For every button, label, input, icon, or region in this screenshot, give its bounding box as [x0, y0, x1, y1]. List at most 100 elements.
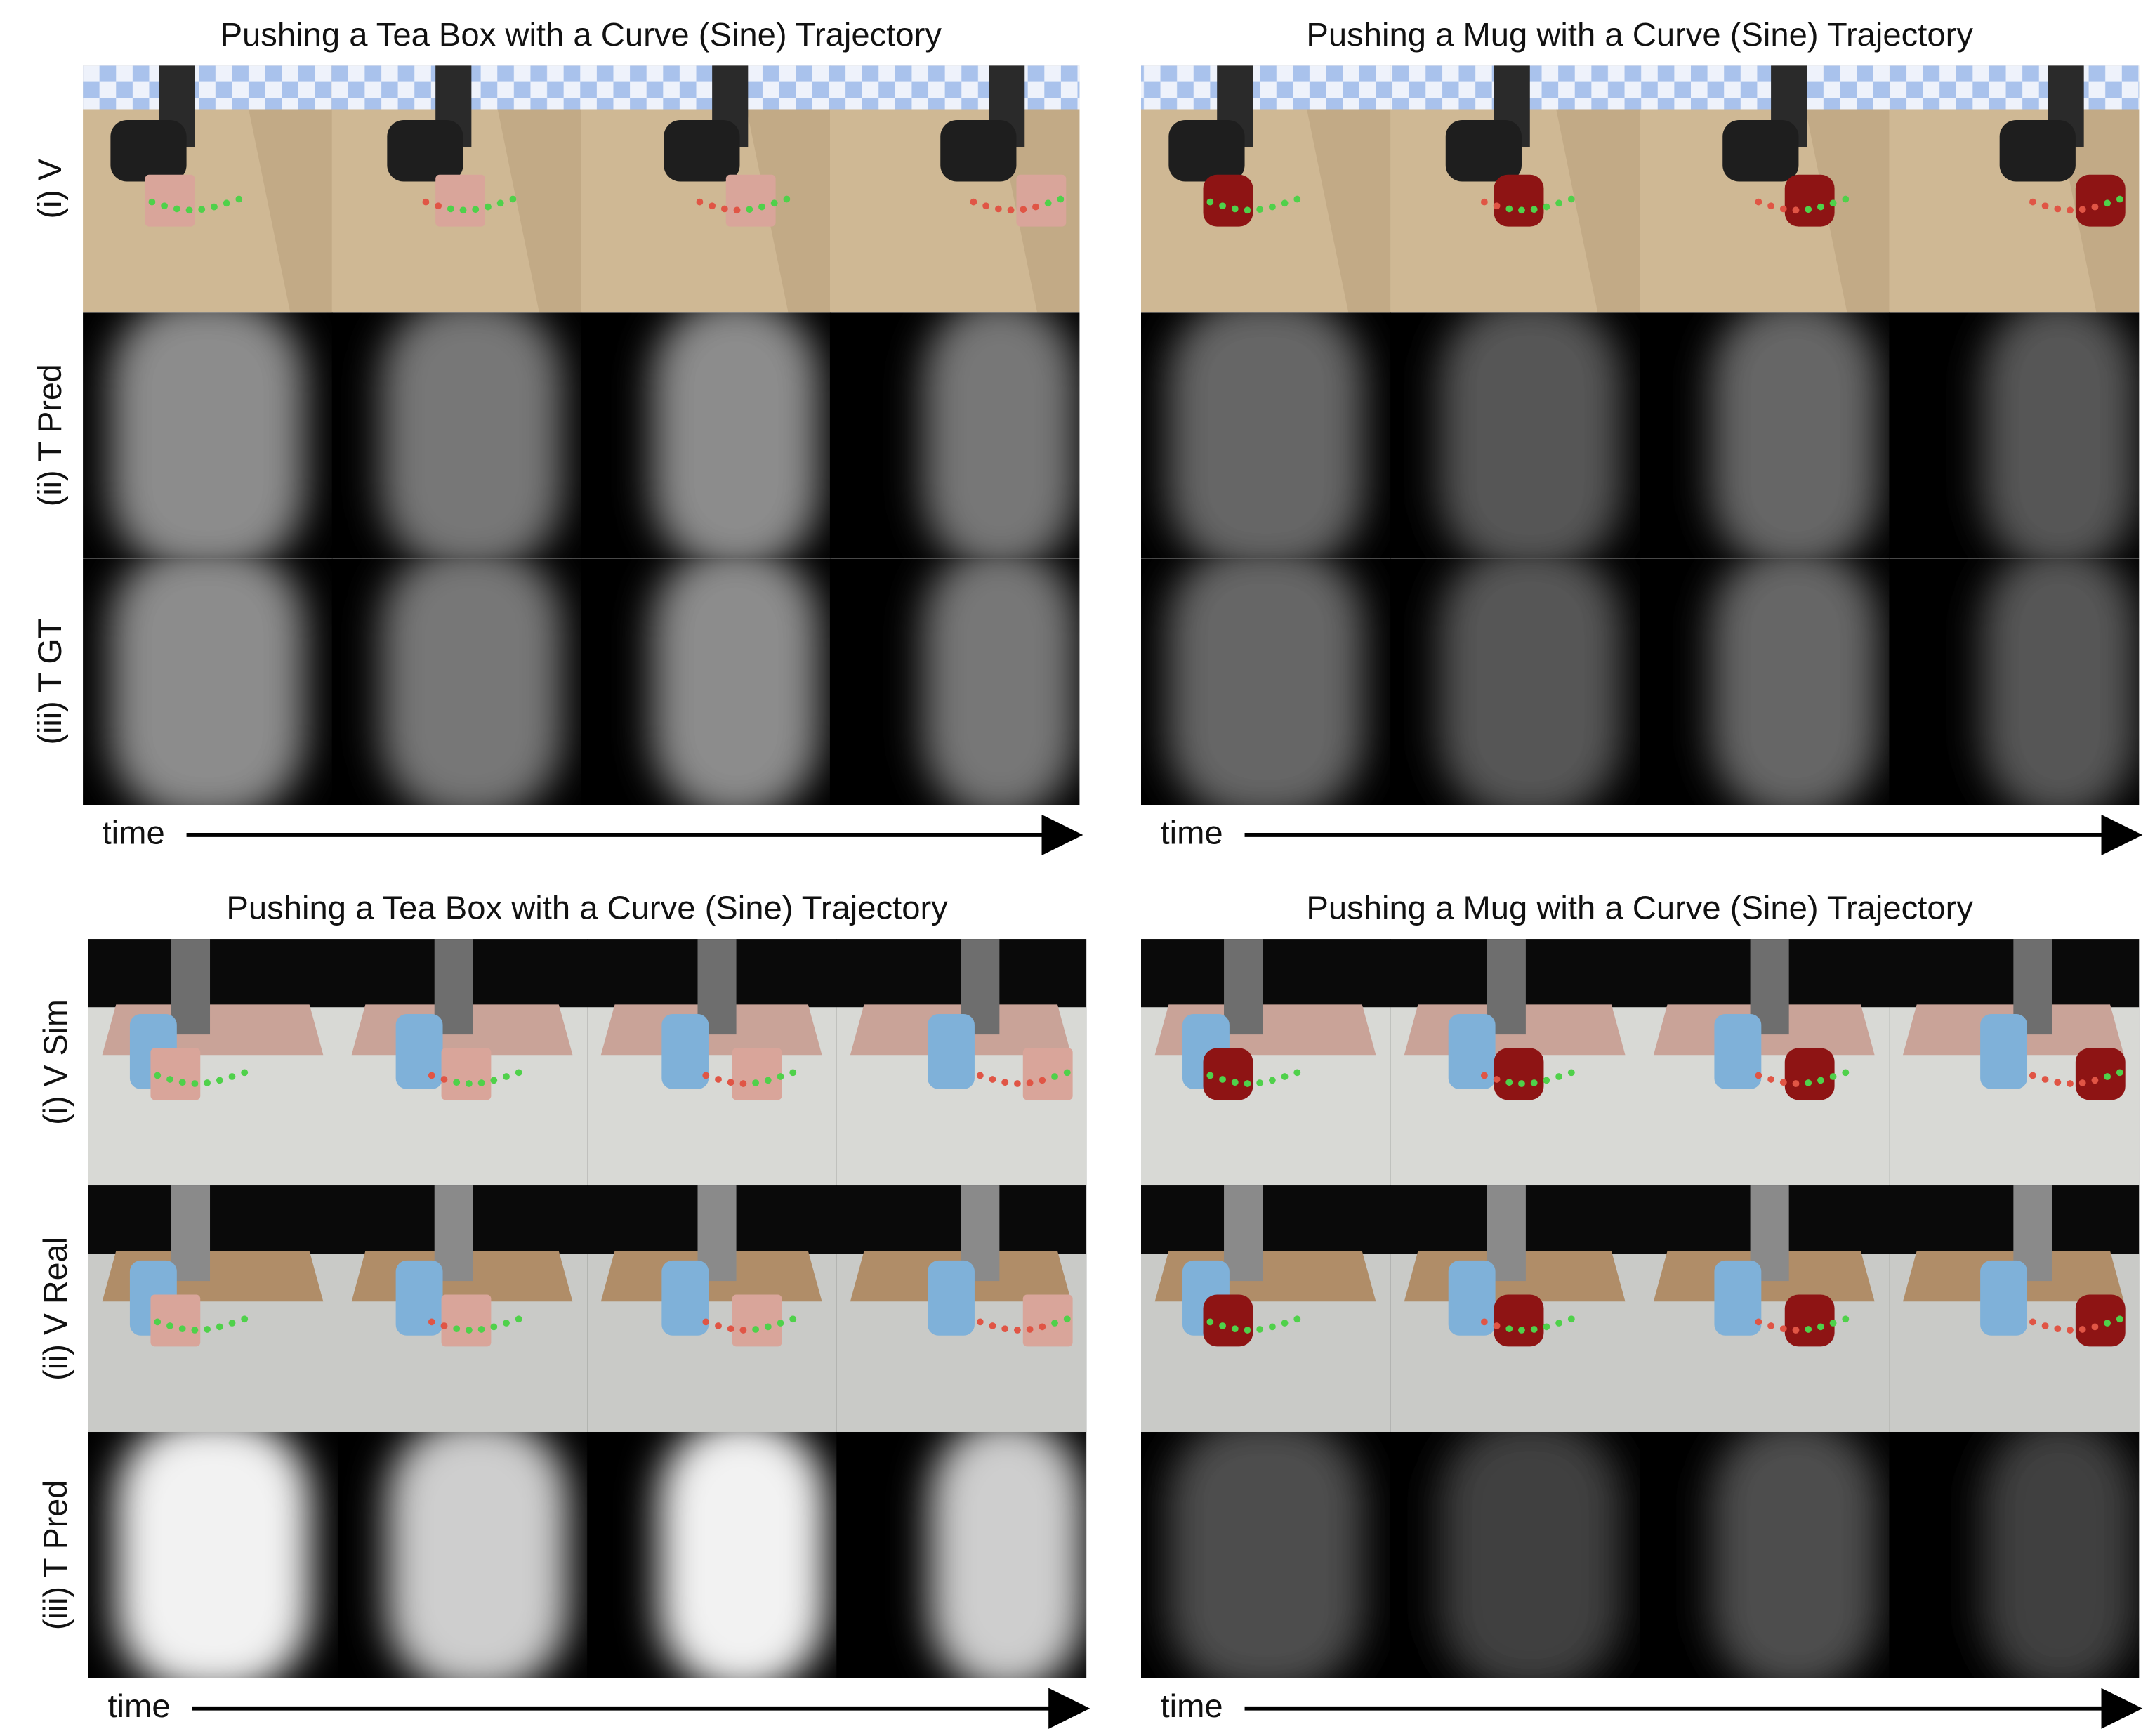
row-label: (ii) V Real	[37, 1237, 74, 1381]
trajectory-dot	[1793, 1080, 1800, 1087]
trajectory-dot	[1531, 206, 1538, 213]
trajectory-dot	[1842, 196, 1849, 203]
heat-blob	[924, 545, 1077, 819]
heat-blob	[381, 545, 562, 819]
trajectory-dot	[2079, 1079, 2086, 1086]
frame	[587, 939, 837, 1185]
trajectory-dot	[977, 1319, 984, 1326]
trajectory-dot	[777, 1320, 784, 1327]
frame	[830, 545, 1080, 819]
frame	[1640, 545, 1890, 819]
trajectory-dot	[1256, 1326, 1263, 1333]
object	[442, 1295, 492, 1347]
row-label: (iii) T GT	[32, 619, 68, 745]
frame	[1889, 939, 2139, 1185]
object	[1494, 175, 1544, 227]
trajectory-dot	[204, 1079, 211, 1086]
heat-blob	[1168, 1419, 1363, 1692]
trajectory-dot	[478, 1079, 485, 1086]
trajectory-dot	[1064, 1069, 1071, 1076]
heat-blob	[924, 298, 1077, 572]
robot-arm	[1224, 1185, 1263, 1281]
object	[732, 1295, 782, 1347]
trajectory-dot	[1206, 1072, 1213, 1079]
frame	[338, 1185, 588, 1432]
frame	[88, 1419, 338, 1692]
robot-arm	[1980, 1014, 2027, 1089]
frame	[332, 298, 582, 572]
heat-blob	[1440, 545, 1621, 819]
trajectory-dot	[1494, 1322, 1501, 1329]
row-label: (ii) T Pred	[32, 364, 68, 506]
heat-blob	[1711, 1419, 1878, 1692]
trajectory-dot	[509, 196, 516, 203]
trajectory-dot	[2104, 199, 2111, 206]
trajectory-dot	[1555, 199, 1562, 206]
trajectory-dot	[697, 199, 704, 206]
trajectory-dot	[2042, 1322, 2049, 1329]
frame	[83, 298, 333, 572]
trajectory-dot	[715, 1076, 722, 1083]
trajectory-dot	[1293, 1069, 1300, 1076]
heat-blob	[1711, 545, 1878, 819]
trajectory-dot	[235, 196, 242, 203]
trajectory-dot	[2116, 1069, 2123, 1076]
trajectory-dot	[198, 206, 205, 213]
panel-title: Pushing a Mug with a Curve (Sine) Trajec…	[1306, 16, 1973, 53]
trajectory-dot	[2092, 204, 2099, 211]
heat-blob	[659, 1419, 826, 1692]
trajectory-dot	[2067, 206, 2074, 213]
trajectory-dot	[216, 1077, 223, 1084]
frame	[1640, 1185, 1890, 1432]
heat-blob	[1983, 298, 2136, 572]
robot-arm	[661, 1014, 709, 1089]
heat-blob	[1983, 1419, 2136, 1692]
trajectory-dot	[515, 1315, 522, 1322]
trajectory-dot	[1543, 1077, 1550, 1084]
trajectory-dot	[1481, 199, 1488, 206]
trajectory-dot	[1830, 1073, 1837, 1080]
frame	[1889, 65, 2139, 312]
trajectory-dot	[709, 202, 716, 209]
trajectory-dot	[435, 202, 442, 209]
trajectory-dot	[166, 1322, 173, 1329]
frame	[1640, 939, 1890, 1185]
frame	[1390, 298, 1640, 572]
trajectory-dot	[2029, 1319, 2036, 1326]
trajectory-dot	[789, 1069, 796, 1076]
heat-blob	[1983, 545, 2136, 819]
trajectory-dot	[1281, 1073, 1289, 1080]
trajectory-dot	[2092, 1323, 2099, 1330]
trajectory-dot	[715, 1322, 722, 1329]
frame	[1390, 65, 1640, 312]
trajectory-dot	[1793, 206, 1800, 213]
trajectory-dot	[1269, 1077, 1276, 1084]
trajectory-dot	[1051, 1073, 1058, 1080]
trajectory-dot	[1232, 1325, 1239, 1332]
time-label: time	[103, 815, 165, 851]
trajectory-dot	[765, 1077, 772, 1084]
trajectory-dot	[1051, 1320, 1058, 1327]
trajectory-dot	[1793, 1327, 1800, 1334]
row-label: (i) V	[32, 158, 68, 218]
frame	[830, 298, 1080, 572]
trajectory-dot	[1232, 206, 1239, 213]
trajectory-dot	[702, 1319, 709, 1326]
trajectory-dot	[478, 1326, 485, 1333]
trajectory-dot	[758, 204, 765, 211]
heat-blob	[930, 1419, 1083, 1692]
trajectory-dot	[1505, 206, 1513, 213]
trajectory-dot	[179, 1079, 186, 1086]
frame	[1390, 939, 1640, 1185]
trajectory-dot	[179, 1325, 186, 1332]
frame	[836, 1419, 1086, 1692]
frame	[1141, 545, 1391, 819]
trajectory-dot	[154, 1319, 161, 1326]
trajectory-dot	[466, 1080, 473, 1087]
frame	[1141, 1419, 1391, 1692]
trajectory-dot	[989, 1076, 996, 1083]
trajectory-dot	[1805, 1079, 1812, 1086]
trajectory-dot	[1281, 199, 1289, 206]
robot-arm	[2000, 120, 2076, 181]
panel: Pushing a Mug with a Curve (Sine) Trajec…	[1141, 16, 2139, 850]
